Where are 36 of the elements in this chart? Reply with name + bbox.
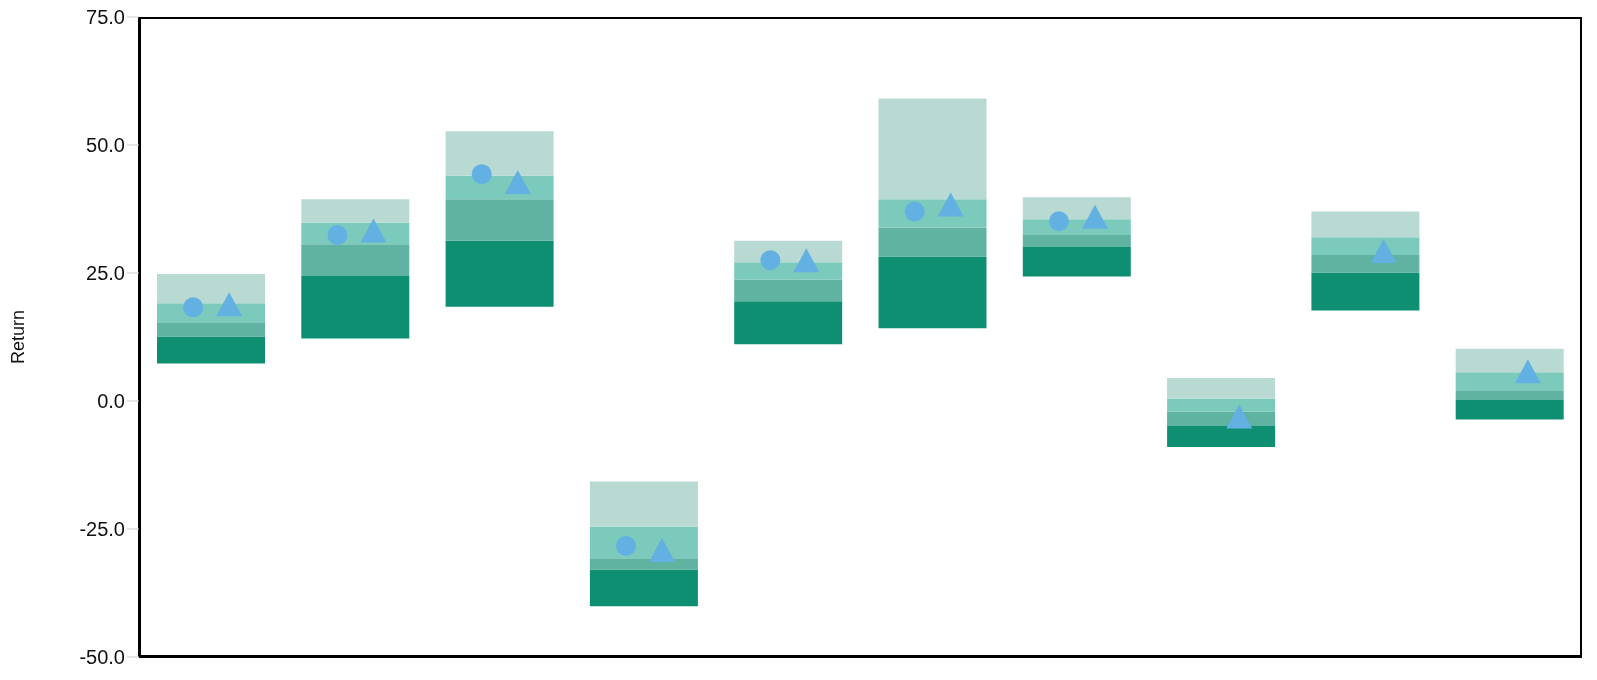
bar: [445, 131, 554, 176]
bar: [1167, 377, 1276, 399]
bar: [301, 199, 410, 223]
bar: [1455, 390, 1564, 400]
bar: [1311, 237, 1420, 256]
bar: [1455, 399, 1564, 420]
y-tick-label: 0.0: [97, 390, 125, 413]
bar: [878, 227, 987, 257]
y-tick-label: 50.0: [86, 134, 125, 157]
bar: [301, 244, 410, 277]
bar: [301, 276, 410, 339]
bar: [589, 481, 698, 527]
bar: [445, 240, 554, 307]
bar: [1311, 272, 1420, 311]
bar: [1167, 426, 1276, 448]
bar: [1022, 197, 1131, 220]
bar: [1311, 211, 1420, 238]
bar: [734, 279, 843, 302]
bar: [1022, 246, 1131, 277]
bar: [157, 336, 265, 364]
bar: [589, 558, 698, 570]
bar: [734, 301, 843, 345]
bar: [1022, 235, 1131, 247]
bar: [589, 569, 698, 607]
bar: [157, 322, 265, 337]
bar: [878, 98, 987, 200]
bar: [445, 199, 554, 241]
y-tick-label: 25.0: [86, 262, 125, 285]
bar: [157, 274, 265, 304]
y-tick-label: -25.0: [79, 518, 125, 541]
y-tick-label: 75.0: [86, 6, 125, 29]
y-axis-title: Return: [8, 309, 29, 365]
bar: [1455, 348, 1564, 373]
bar: [1167, 398, 1276, 412]
y-tick-label: -50.0: [79, 646, 125, 669]
bar: [878, 256, 987, 329]
